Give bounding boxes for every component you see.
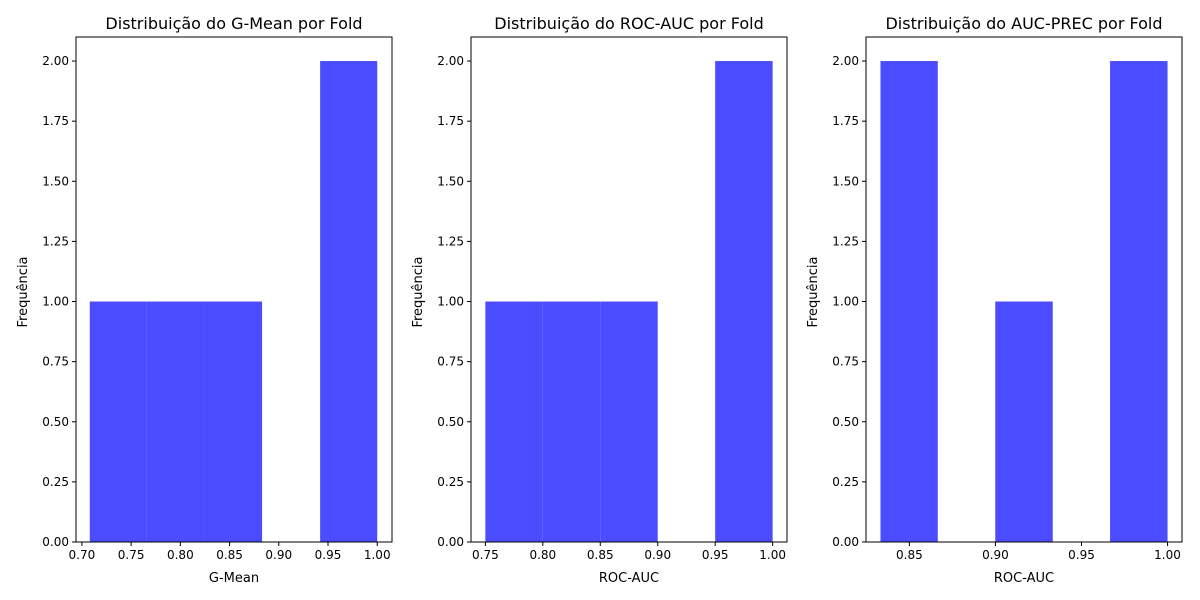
x-tick-label: 0.95 [1068,548,1095,562]
x-tick-label: 0.85 [896,548,923,562]
histogram-bar-0 [880,61,938,543]
x-tick-label: 0.85 [216,548,243,562]
histogram-bar-0 [89,301,147,542]
y-tick-label: 0.50 [832,415,859,429]
y-tick-label: 1.25 [437,234,464,248]
histogram-bar-4 [715,61,773,543]
x-tick-label: 0.90 [644,548,671,562]
y-tick-label: 2.00 [832,54,859,68]
axes-frame [75,36,393,543]
histogram-bar-2 [600,301,658,542]
panel-auc-prec: Distribuição do AUC-PREC por Fold ROC-AU… [806,14,1183,586]
y-tick-label: 0.00 [832,535,859,549]
histogram-bar-0 [485,301,543,542]
x-tick-label: 0.75 [118,548,145,562]
y-tick-label: 1.50 [437,174,464,188]
chart-title: Distribuição do AUC-PREC por Fold [885,14,1162,33]
y-axis-label: Frequência [16,256,31,327]
y-axis-label: Frequência [806,256,821,327]
panel-gmean: Distribuição do G-Mean por Fold G-Mean F… [16,14,393,586]
y-tick-label: 1.00 [437,295,464,309]
x-tick-label: 0.90 [982,548,1009,562]
y-tick-label: 1.75 [437,114,464,128]
chart-title: Distribuição do ROC-AUC por Fold [494,14,764,33]
y-tick-label: 2.00 [42,54,69,68]
y-tick-label: 1.50 [832,174,859,188]
y-tick-label: 0.75 [42,355,69,369]
x-tick-label: 1.00 [1154,548,1181,562]
x-axis-label: G-Mean [209,571,259,586]
histogram-bar-1 [542,301,601,542]
y-tick-label: 1.25 [42,234,69,248]
y-tick-label: 0.25 [42,475,69,489]
y-tick-label: 0.25 [437,475,464,489]
panel-roc-auc: Distribuição do ROC-AUC por Fold ROC-AUC… [411,14,788,586]
x-tick-label: 0.85 [587,548,614,562]
x-tick-label: 0.95 [315,548,342,562]
y-tick-label: 0.75 [437,355,464,369]
chart-title: Distribuição do G-Mean por Fold [105,14,362,33]
histogram-bar-1 [146,301,205,542]
x-tick-label: 0.80 [529,548,556,562]
x-tick-label: 0.75 [472,548,499,562]
x-tick-label: 0.90 [265,548,292,562]
x-tick-label: 0.80 [167,548,194,562]
x-axis-label: ROC-AUC [994,571,1054,586]
y-tick-label: 0.50 [437,415,464,429]
x-tick-label: 0.95 [702,548,729,562]
histogram-bar-4 [1110,61,1168,543]
axes-frame [865,36,1183,543]
y-tick-label: 1.25 [832,234,859,248]
y-tick-label: 0.50 [42,415,69,429]
y-tick-label: 1.00 [42,295,69,309]
axes-frame [470,36,788,543]
histogram-bar-2 [204,301,263,542]
y-tick-label: 0.25 [832,475,859,489]
y-tick-label: 0.75 [832,355,859,369]
histogram-bar-4 [320,61,378,543]
histogram-bar-2 [995,301,1053,542]
y-tick-label: 1.00 [832,295,859,309]
x-tick-label: 1.00 [759,548,786,562]
x-axis-label: ROC-AUC [599,571,659,586]
y-tick-label: 0.00 [42,535,69,549]
y-tick-label: 2.00 [437,54,464,68]
y-tick-label: 1.50 [42,174,69,188]
x-tick-label: 1.00 [364,548,391,562]
y-axis-label: Frequência [411,256,426,327]
y-tick-label: 0.00 [437,535,464,549]
y-tick-label: 1.75 [832,114,859,128]
x-tick-label: 0.70 [69,548,96,562]
y-tick-label: 1.75 [42,114,69,128]
